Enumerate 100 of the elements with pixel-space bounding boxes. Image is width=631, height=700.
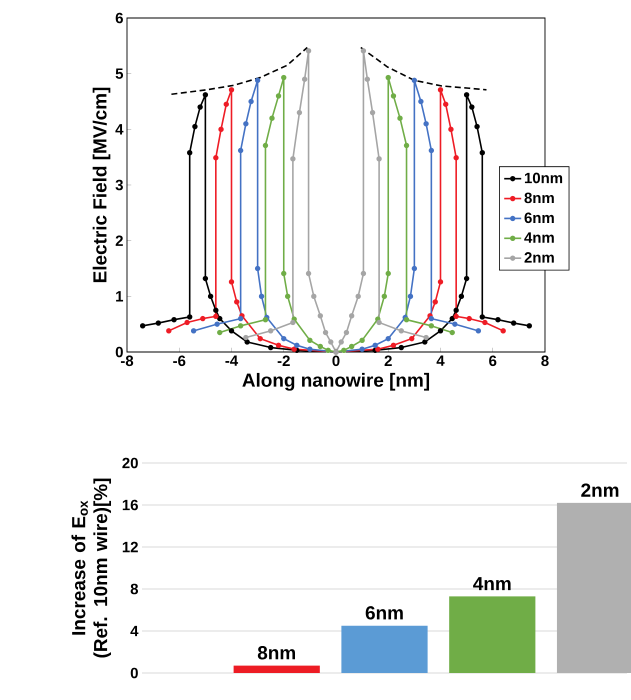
- point: [450, 330, 455, 336]
- point: [390, 342, 396, 348]
- point: [276, 93, 282, 99]
- point: [398, 328, 404, 334]
- point: [218, 126, 224, 132]
- x-tick-label: 2: [384, 356, 392, 366]
- point: [409, 336, 414, 342]
- point: [292, 346, 297, 352]
- point: [404, 142, 410, 148]
- point: [364, 76, 370, 82]
- point: [328, 339, 334, 345]
- point: [510, 320, 516, 326]
- point: [258, 336, 263, 342]
- point: [495, 317, 501, 322]
- point: [412, 266, 418, 272]
- point: [408, 294, 414, 300]
- point: [228, 279, 234, 285]
- point: [474, 124, 480, 130]
- point: [234, 299, 240, 305]
- y-tick-label: 0: [116, 346, 123, 358]
- point: [281, 74, 286, 80]
- point: [290, 320, 296, 326]
- point: [262, 142, 268, 148]
- point: [243, 121, 249, 126]
- legend-label: 2nm: [524, 252, 554, 263]
- y-axis-title: Electric Field [MV/cm]: [92, 88, 110, 282]
- point: [390, 93, 396, 99]
- point: [453, 314, 459, 320]
- point: [448, 126, 454, 132]
- legend-label: 6nm: [524, 212, 554, 224]
- point: [469, 104, 475, 110]
- point: [432, 299, 438, 305]
- x-tick-label: -2: [278, 356, 290, 366]
- point: [200, 316, 206, 322]
- point: [386, 74, 391, 80]
- point: [450, 316, 455, 322]
- point: [238, 316, 244, 322]
- point: [244, 339, 250, 345]
- point: [302, 76, 308, 82]
- y-tick-label: 3: [116, 180, 123, 190]
- point: [228, 328, 234, 334]
- point: [466, 316, 472, 322]
- point: [281, 270, 286, 276]
- point: [376, 320, 382, 326]
- point: [356, 294, 361, 300]
- point: [269, 116, 275, 121]
- point: [423, 334, 429, 340]
- point: [443, 102, 448, 107]
- y-tick-label: 16: [122, 500, 138, 510]
- point: [322, 330, 328, 336]
- point: [184, 320, 190, 326]
- point: [262, 317, 268, 322]
- y-tick-label: 8: [130, 584, 138, 594]
- point: [344, 330, 350, 336]
- y-tick-label: 4: [115, 124, 124, 134]
- point: [482, 320, 488, 326]
- point: [452, 321, 458, 327]
- y-tick-label: 6: [116, 12, 123, 24]
- point: [213, 314, 219, 320]
- point: [166, 328, 172, 334]
- point: [224, 102, 229, 107]
- point: [476, 328, 482, 334]
- point: [412, 78, 418, 84]
- point: [190, 328, 196, 334]
- point: [458, 294, 464, 300]
- point: [386, 270, 391, 276]
- y-tick-label: 2: [116, 235, 123, 246]
- point: [428, 148, 434, 154]
- point: [418, 98, 424, 104]
- point: [306, 48, 312, 54]
- point: [480, 314, 485, 320]
- point: [526, 323, 532, 329]
- x-tick-label: 4: [436, 356, 445, 366]
- point: [276, 342, 282, 348]
- point: [480, 150, 485, 156]
- point: [428, 316, 434, 322]
- point: [187, 150, 192, 156]
- point: [254, 78, 260, 84]
- point: [311, 294, 316, 300]
- point: [359, 346, 365, 352]
- point: [213, 155, 219, 160]
- point: [360, 270, 366, 276]
- point: [348, 344, 354, 350]
- point: [438, 279, 444, 285]
- point: [422, 339, 428, 345]
- point: [360, 48, 366, 54]
- y-axis-title: Increase of E$_{ox}$ (Ref. 10nm wire)[%]: [71, 478, 112, 658]
- point: [325, 348, 331, 354]
- point: [258, 294, 264, 300]
- point: [171, 317, 177, 322]
- y-tick-label: 20: [122, 458, 138, 468]
- point: [296, 110, 302, 116]
- point: [341, 348, 347, 354]
- point: [348, 313, 354, 318]
- point: [359, 338, 365, 343]
- point: [306, 270, 312, 276]
- point: [307, 346, 313, 352]
- x-axis-title: Along nanowire [nm]: [242, 372, 430, 391]
- point: [187, 314, 192, 320]
- point: [290, 156, 296, 162]
